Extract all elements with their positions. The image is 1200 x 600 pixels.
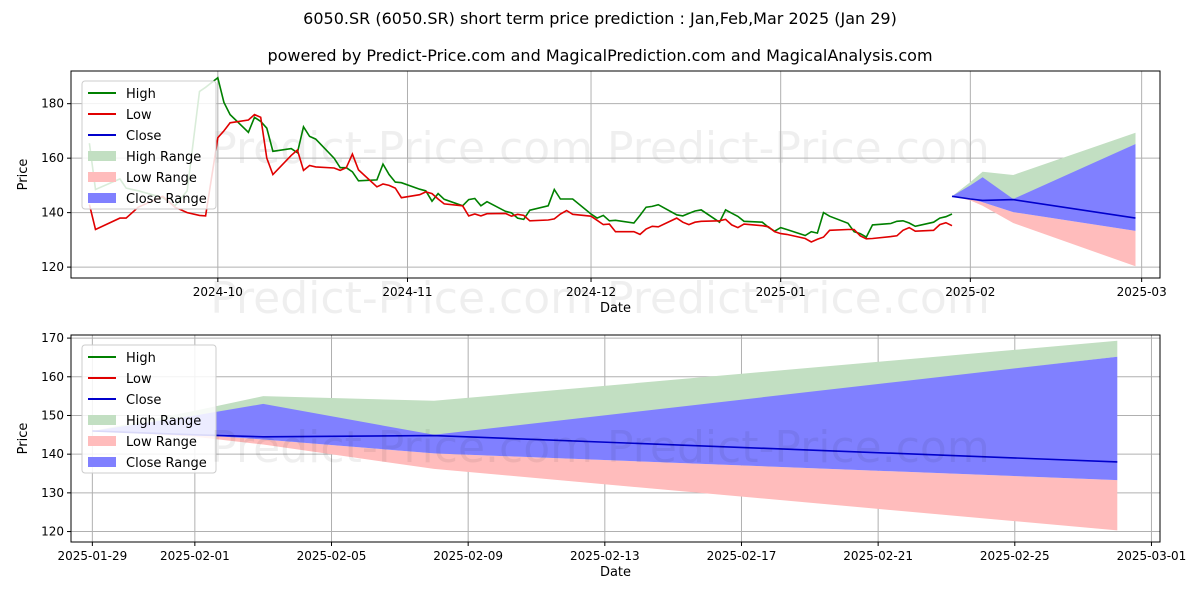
bottom-ytick-label: 160 [41,370,64,384]
chart-title: 6050.SR (6050.SR) short term price predi… [303,9,897,28]
top-high-series-line [88,76,953,239]
bottom-ytick-label: 140 [41,447,64,461]
bottom-watermark: Predict-Price.com Predict-Price.com [210,422,989,473]
bottom-ytick-label: 130 [41,486,64,500]
top-legend-label-4: Low Range [126,171,197,186]
bottom-legend-label-5: Close Range [126,456,207,471]
top-xtick-label: 2025-01 [756,285,806,299]
top-ytick-label: 140 [41,206,64,220]
bottom-xtick-label: 2025-01-29 [57,549,127,563]
top-xtick-label: 2025-03 [1117,285,1167,299]
top-xtick-label: 2025-02 [945,285,995,299]
top-xtick-label: 2024-12 [566,285,616,299]
bottom-xtick-label: 2025-02-01 [160,549,230,563]
top-legend-swatch-4 [88,172,116,182]
top-watermark: Predict-Price.com Predict-Price.com [210,123,989,174]
bottom-frame [70,334,1161,543]
bottom-ytick-label: 150 [41,408,64,422]
top-legend-label-0: High [126,87,156,102]
top-ytick-label: 180 [41,97,64,111]
top-y-axis-label: Price [16,159,31,191]
top-legend-swatch-5 [88,193,116,203]
bottom-legend-label-0: High [126,351,156,366]
top-xtick-label: 2024-11 [382,285,432,299]
bottom-x-axis-label: Date [600,565,631,580]
bottom-xtick-label: 2025-03-01 [1117,549,1187,563]
bottom-xtick-label: 2025-02-13 [570,549,640,563]
bottom-chart: 2025-01-29 2025-02-01 2025-02-05 2025-02-09… [16,331,1186,580]
bottom-close-range-band [92,356,1118,481]
top-low-range-band [952,196,1136,267]
bottom-ytick-label: 120 [41,525,64,539]
top-chart: Predict-Price.com Predict-Price.com2024-… [16,70,1167,324]
bottom-legend-label-2: Close [126,393,161,408]
chart-subtitle: powered by Predict-Price.com and Magical… [267,46,933,65]
top-high-range-band [952,132,1136,201]
bottom-y-axis-label: Price [16,423,31,455]
bottom-xtick-label: 2025-02-05 [297,549,367,563]
bottom-legend-swatch-5 [88,457,116,467]
bottom-high-range-band [92,340,1118,437]
bottom-legend-label-1: Low [126,372,152,387]
top-legend-label-1: Low [126,108,152,123]
top-legend-label-2: Close [126,129,161,144]
bottom-xtick-label: 2025-02-17 [707,549,777,563]
top-x-axis-label: Date [600,301,631,316]
bottom-xtick-label: 2025-02-25 [980,549,1050,563]
top-ytick-label: 120 [41,260,64,274]
bottom-legend-label-4: Low Range [126,435,197,450]
bottom-legend-swatch-3 [88,415,116,425]
bottom-legend-label-3: High Range [126,414,201,429]
top-frame [70,70,1161,279]
top-legend-swatch-3 [88,151,116,161]
bottom-xtick-label: 2025-02-09 [433,549,503,563]
top-xtick-label: 2024-10 [193,285,243,299]
bottom-legend-swatch-4 [88,436,116,446]
top-legend-label-5: Close Range [126,192,207,207]
top-low-series-line [88,113,953,243]
top-close-forecast-line [951,195,1136,219]
bottom-low-range-band [92,431,1118,531]
bottom-xtick-label: 2025-02-21 [843,549,913,563]
top-ytick-label: 160 [41,151,64,165]
top-legend-label-3: High Range [126,150,201,165]
bottom-ytick-label: 170 [41,331,64,345]
top-close-range-band [952,144,1136,231]
top-watermark-2: Predict-Price.com Predict-Price.com [210,273,989,324]
